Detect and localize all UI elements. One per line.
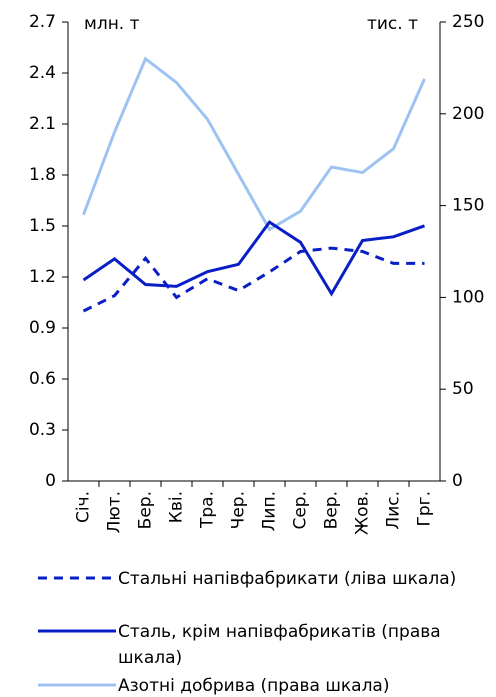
y2-axis-label: тис. т <box>367 14 418 34</box>
y-axis-label: млн. т <box>84 14 140 34</box>
legend-item: Стальні напівфабрикати (ліва шкала) <box>0 566 496 620</box>
y-tick-label: 0.6 <box>29 369 56 389</box>
y2-tick-label: 100 <box>452 287 484 307</box>
x-tick-label: Січ. <box>74 491 94 523</box>
y-tick-label: 2.1 <box>29 114 56 134</box>
legend-swatch <box>38 576 116 580</box>
y-tick-label: 0.9 <box>29 318 56 338</box>
x-tick-label: Сер. <box>291 491 311 530</box>
legend-item: Азотні добрива (права шкала) <box>0 673 496 697</box>
y-tick-label: 0.3 <box>29 420 56 440</box>
y2-tick-label: 250 <box>452 12 484 32</box>
y-tick-label: 1.8 <box>29 165 56 185</box>
x-tick-label: Вер. <box>322 491 342 529</box>
y-tick-label: 1.5 <box>29 216 56 236</box>
x-tick-label: Тра. <box>198 491 218 529</box>
legend-item: Сталь, крім напівфабрикатів (права шкала… <box>0 619 496 673</box>
x-tick-label: Чер. <box>229 491 249 529</box>
legend-label: Сталь, крім напівфабрикатів (права шкала… <box>118 622 441 668</box>
series-line <box>82 220 426 297</box>
y2-tick-label: 0 <box>452 471 463 491</box>
y-tick-label: 2.4 <box>29 63 56 83</box>
y-tick-label: 0 <box>45 471 56 491</box>
x-tick-label: Грг. <box>415 491 435 527</box>
y2-tick-label: 50 <box>452 379 474 399</box>
x-tick-label: Лют. <box>105 491 125 533</box>
y-tick-label: 2.7 <box>29 12 56 32</box>
y2-tick-label: 150 <box>452 196 484 216</box>
y-tick-label: 1.2 <box>29 267 56 287</box>
legend-swatch <box>38 629 116 633</box>
x-tick-label: Бер. <box>136 491 156 529</box>
x-tick-label: Кві. <box>167 491 187 523</box>
legend-swatch <box>38 683 116 687</box>
x-tick-label: Лис. <box>384 491 404 530</box>
series-line <box>82 246 425 313</box>
legend-label: Азотні добрива (права шкала) <box>118 676 390 696</box>
x-tick-label: Жов. <box>353 491 373 535</box>
legend-label: Стальні напівфабрикати (ліва шкала) <box>118 569 457 589</box>
y2-tick-label: 200 <box>452 104 484 124</box>
x-tick-label: Лип. <box>260 491 280 531</box>
chart: млн. т тис. т 0 0.3 0.6 0.9 1.2 1.5 1.8 2.1 2.4 2… <box>29 12 485 535</box>
series-line <box>82 56 426 232</box>
